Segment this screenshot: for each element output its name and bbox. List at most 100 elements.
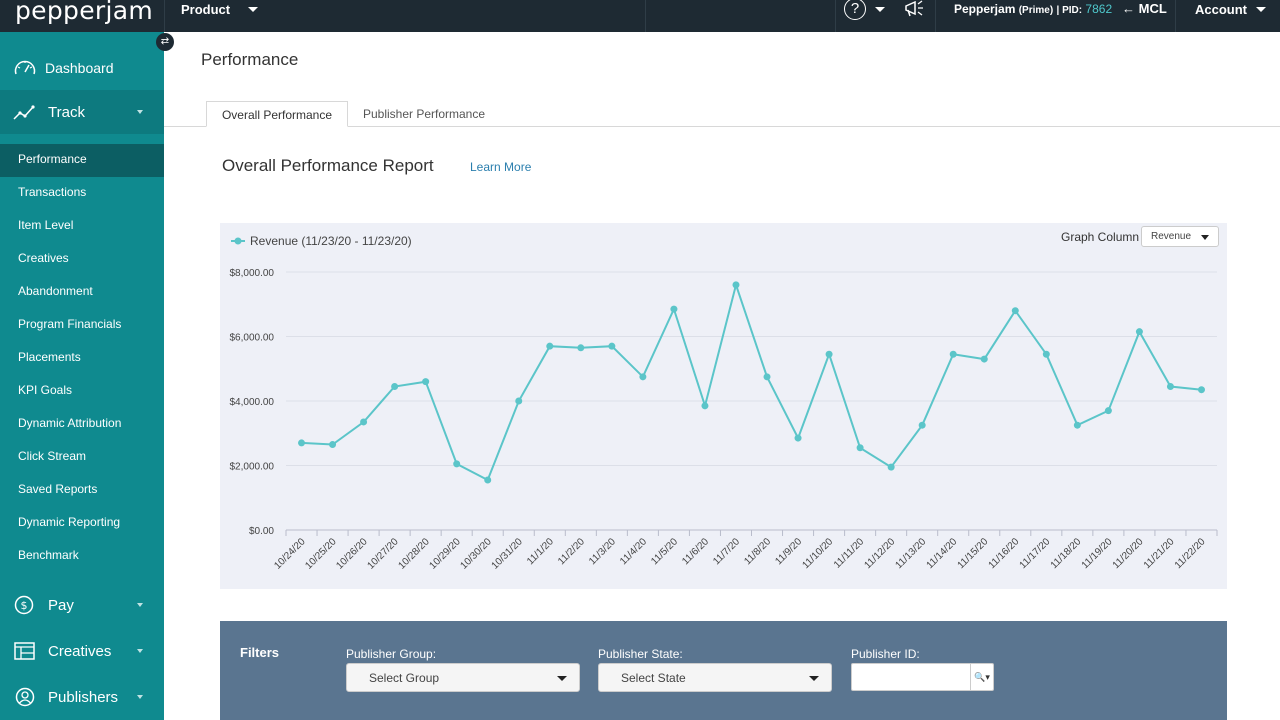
- x-tick-label: 10/26/20: [334, 536, 370, 572]
- data-point: [701, 402, 709, 410]
- sidebar-subitem-transactions[interactable]: Transactions: [0, 177, 164, 210]
- svg-text:$: $: [21, 599, 28, 612]
- x-tick-label: 11/2/20: [556, 536, 587, 567]
- sidebar-subitem-abandonment[interactable]: Abandonment: [0, 276, 164, 309]
- sidebar-subitem-click-stream[interactable]: Click Stream: [0, 441, 164, 474]
- sidebar-item-pay[interactable]: $ Pay: [0, 583, 164, 627]
- sidebar-item-track[interactable]: Track: [0, 90, 164, 134]
- product-menu[interactable]: Product: [181, 2, 231, 17]
- data-point: [887, 463, 895, 471]
- x-tick-label: 11/15/20: [956, 536, 991, 571]
- data-point: [608, 342, 616, 350]
- chevron-down-icon: [137, 603, 143, 607]
- x-tick-label: 10/29/20: [427, 536, 463, 572]
- chevron-down-icon: [137, 649, 143, 653]
- x-tick-label: 10/27/20: [365, 536, 401, 572]
- sidebar-subitem-label: Creatives: [18, 251, 69, 265]
- sidebar-item-label: Creatives: [48, 643, 112, 660]
- sidebar-subitem-saved-reports[interactable]: Saved Reports: [0, 474, 164, 507]
- x-tick-label: 11/19/20: [1080, 536, 1115, 571]
- sidebar-item-label: Publishers: [48, 689, 119, 706]
- chevron-down-icon: [557, 676, 567, 681]
- sidebar-subitem-benchmark[interactable]: Benchmark: [0, 540, 164, 573]
- learn-more-link[interactable]: Learn More: [470, 160, 532, 174]
- chevron-down-icon[interactable]: [248, 7, 258, 12]
- x-tick-label: 11/13/20: [894, 536, 929, 571]
- tab-publisher-performance[interactable]: Publisher Performance: [362, 107, 486, 121]
- chevron-down-icon: [1201, 235, 1209, 240]
- sidebar-subitem-dynamic-attribution[interactable]: Dynamic Attribution: [0, 408, 164, 441]
- x-tick-label: 11/1/20: [525, 536, 556, 567]
- data-point: [1197, 386, 1205, 394]
- search-icon[interactable]: 🔍▾: [970, 664, 993, 690]
- chevron-down-icon: [137, 695, 143, 699]
- mcl-back-link[interactable]: ← MCL: [1122, 1, 1167, 16]
- sidebar-subitem-item-level[interactable]: Item Level: [0, 210, 164, 243]
- sidebar-item-creatives[interactable]: Creatives: [0, 629, 164, 673]
- dollar-circle-icon: $: [14, 595, 34, 615]
- sidebar-subitem-label: Transactions: [18, 185, 87, 199]
- data-point: [763, 373, 771, 381]
- tab-overall-performance[interactable]: Overall Performance: [206, 101, 348, 127]
- data-point: [1042, 350, 1050, 358]
- sidebar-item-dashboard[interactable]: Dashboard: [0, 46, 164, 90]
- sidebar-subitem-performance[interactable]: Performance: [0, 144, 164, 177]
- sidebar-subitem-label: Item Level: [18, 218, 74, 232]
- y-tick-label: $8,000.00: [230, 268, 275, 279]
- chevron-down-icon[interactable]: [875, 7, 885, 12]
- announcement-megaphone-icon[interactable]: [902, 0, 928, 20]
- data-point: [670, 305, 678, 313]
- account-tier: (Prime): [1018, 5, 1054, 16]
- data-point: [1011, 307, 1019, 315]
- sidebar-subitem-placements[interactable]: Placements: [0, 342, 164, 375]
- x-tick-label: 11/18/20: [1049, 536, 1084, 571]
- y-tick-label: $2,000.00: [230, 462, 275, 473]
- sidebar-subitem-kpi-goals[interactable]: KPI Goals: [0, 375, 164, 408]
- x-tick-label: 10/25/20: [303, 536, 339, 572]
- sidebar-subitem-label: Saved Reports: [18, 482, 98, 496]
- graph-column-select[interactable]: Revenue: [1141, 226, 1219, 247]
- sidebar-subitem-creatives[interactable]: Creatives: [0, 243, 164, 276]
- data-point: [515, 397, 523, 405]
- x-tick-label: 11/21/20: [1142, 536, 1177, 571]
- users-icon: [15, 687, 35, 707]
- sidebar-subitem-label: KPI Goals: [18, 383, 73, 397]
- sidebar-collapse-toggle[interactable]: ⇄: [156, 33, 174, 51]
- data-point: [1073, 421, 1081, 429]
- sidebar-subitem-dynamic-reporting[interactable]: Dynamic Reporting: [0, 507, 164, 540]
- data-point: [980, 355, 988, 363]
- brand-logo[interactable]: pepperjam: [15, 0, 153, 25]
- sidebar-item-label: Dashboard: [45, 60, 114, 76]
- x-tick-label: 11/10/20: [800, 536, 835, 571]
- sidebar-subitem-label: Click Stream: [18, 449, 87, 463]
- help-icon[interactable]: ?: [844, 0, 866, 20]
- sidebar-subitem-label: Dynamic Reporting: [18, 515, 121, 529]
- top-bar: pepperjam Product ? Pepperjam (Prime) | …: [0, 0, 1280, 32]
- x-tick-label: 10/24/20: [272, 536, 308, 572]
- performance-chart: $0.00 $2,000.00 $4,000.00 $6,000.00 $8,000.0…: [220, 223, 1227, 589]
- data-point: [546, 342, 554, 350]
- pid-value: 7862: [1085, 2, 1113, 16]
- chevron-down-icon: [137, 110, 143, 114]
- page-title: Performance: [201, 50, 299, 69]
- x-tick-label: 11/7/20: [711, 536, 742, 567]
- x-tick-label: 11/20/20: [1111, 536, 1146, 571]
- revenue-series-line: [301, 281, 1202, 482]
- data-point: [422, 378, 430, 386]
- data-point: [453, 460, 461, 468]
- x-tick-label: 11/3/20: [587, 536, 618, 567]
- publisher-state-select[interactable]: Select State: [598, 663, 832, 692]
- publisher-id-label: Publisher ID:: [851, 647, 920, 661]
- publisher-group-select[interactable]: Select Group: [346, 663, 580, 692]
- x-tick-label: 11/11/20: [832, 536, 867, 571]
- data-point: [360, 418, 368, 426]
- x-tick-label: 11/9/20: [773, 536, 804, 567]
- sidebar-item-publishers[interactable]: Publishers: [0, 675, 164, 719]
- chevron-down-icon[interactable]: [1256, 7, 1266, 12]
- sidebar-subitem-program-financials[interactable]: Program Financials: [0, 309, 164, 342]
- data-point: [298, 439, 306, 447]
- help-segment: [835, 0, 935, 32]
- publisher-id-field[interactable]: 🔍▾: [851, 663, 994, 691]
- account-menu[interactable]: Account: [1195, 2, 1247, 17]
- sidebar-item-label: Track: [48, 104, 85, 121]
